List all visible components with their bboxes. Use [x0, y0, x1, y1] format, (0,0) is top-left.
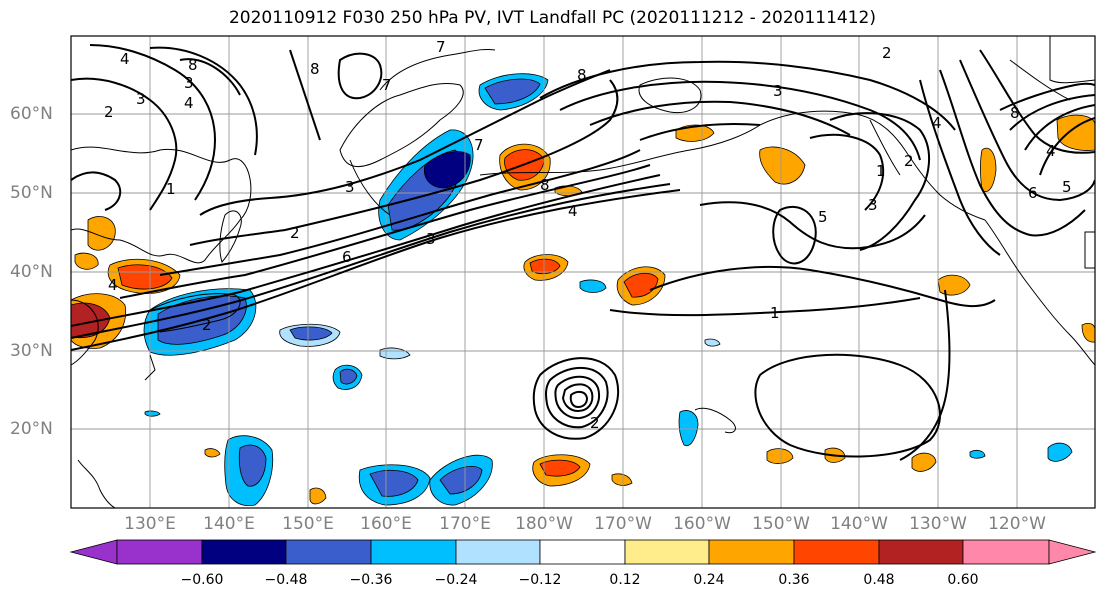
contour-labels: 4 3 8 2 3 4 8 7 1 7 8 8 3 2 7 3 4 5 3 1 … — [104, 38, 1072, 432]
lat-label: 50°N — [10, 183, 53, 203]
lon-label: 160°E — [360, 514, 412, 534]
map-content: 4 3 8 2 3 4 8 7 1 7 8 8 3 2 7 3 4 5 3 1 … — [71, 36, 1095, 508]
lon-label: 150°E — [282, 514, 334, 534]
contour-label: 4 — [120, 50, 130, 68]
colorbar-bin — [455, 539, 541, 565]
colorbar-tick-label: −0.36 — [349, 572, 393, 588]
contour-label: 7 — [382, 76, 392, 94]
contour-label: 8 — [188, 56, 198, 74]
contour-label: 4 — [932, 114, 942, 132]
colorbar-tick-label: 0.60 — [947, 572, 979, 588]
contour-label: 3 — [345, 178, 355, 196]
lon-label: 170°W — [594, 514, 652, 534]
colorbar-bin — [708, 539, 795, 565]
figure-title: 2020110912 F030 250 hPa PV, IVT Landfall… — [228, 8, 876, 28]
lon-label: 130°W — [909, 514, 967, 534]
contour-label: 4 — [568, 202, 578, 220]
lat-label: 60°N — [10, 104, 53, 124]
contour-label: 4 — [108, 276, 118, 294]
colorbar-tick-label: −0.60 — [180, 572, 224, 588]
colorbar-tick-label: −0.48 — [264, 572, 308, 588]
ivt-contours — [71, 44, 1095, 461]
graticule — [71, 36, 1095, 508]
lat-label: 20°N — [10, 419, 53, 439]
lat-label: 30°N — [10, 341, 53, 361]
contour-label: 8 — [310, 60, 320, 78]
contour-label: 1 — [876, 162, 886, 180]
contour-label: 3 — [184, 74, 194, 92]
colorbar-bin — [624, 539, 710, 565]
colorbar-bin — [201, 539, 287, 565]
colorbar-bin — [878, 539, 964, 565]
colorbar-bin — [539, 539, 626, 565]
contour-label: 6 — [342, 248, 352, 266]
contour-label: 6 — [1028, 184, 1038, 202]
lon-label: 160°W — [673, 514, 731, 534]
colorbar-bin — [285, 539, 372, 565]
lon-label: 150°W — [752, 514, 810, 534]
contour-label: 8 — [540, 176, 550, 194]
colorbar-bin — [962, 539, 1050, 565]
contour-label: 7 — [474, 136, 484, 154]
contour-label: 3 — [426, 230, 436, 248]
contour-label: 4 — [184, 94, 194, 112]
lon-label: 170°E — [439, 514, 491, 534]
colorbar-extend-high — [1048, 539, 1097, 565]
lon-label: 120°W — [988, 514, 1046, 534]
colorbar — [69, 539, 1097, 565]
contour-label: 5 — [818, 208, 828, 226]
colorbar-tick-label: 0.48 — [863, 572, 895, 588]
lon-label: 130°E — [124, 514, 176, 534]
contour-label: 2 — [104, 103, 114, 121]
contour-label: 2 — [202, 316, 212, 334]
contour-label: 2 — [590, 414, 600, 432]
contour-label: 3 — [773, 82, 783, 100]
contour-label: 2 — [290, 224, 300, 242]
colorbar-tick-label: −0.24 — [434, 572, 478, 588]
coastlines — [71, 36, 1095, 508]
colorbar-tick-label: 0.24 — [693, 572, 725, 588]
lon-label: 180°W — [515, 514, 573, 534]
colorbar-tick-label: −0.12 — [518, 572, 562, 588]
contour-label: 2 — [904, 152, 914, 170]
lon-label: 140°W — [830, 514, 888, 534]
contour-label: 1 — [770, 304, 780, 322]
colorbar-tick-label: 0.12 — [609, 572, 641, 588]
contour-label: 8 — [577, 66, 587, 84]
contour-label: 4 — [1046, 142, 1056, 160]
lon-label: 140°E — [203, 514, 255, 534]
contour-label: 1 — [166, 180, 176, 198]
colorbar-extend-low — [69, 539, 118, 565]
colorbar-tick-label: 0.36 — [778, 572, 810, 588]
contour-label: 7 — [436, 38, 446, 56]
lat-label: 40°N — [10, 262, 53, 282]
contour-label: 3 — [136, 90, 146, 108]
contour-label: 3 — [868, 196, 878, 214]
contour-label: 2 — [882, 44, 892, 62]
colorbar-bin — [116, 539, 203, 565]
contour-label: 8 — [1010, 104, 1020, 122]
contour-label: 5 — [1062, 178, 1072, 196]
colorbar-bin — [370, 539, 457, 565]
colorbar-bin — [793, 539, 880, 565]
map-frame — [70, 35, 1096, 509]
